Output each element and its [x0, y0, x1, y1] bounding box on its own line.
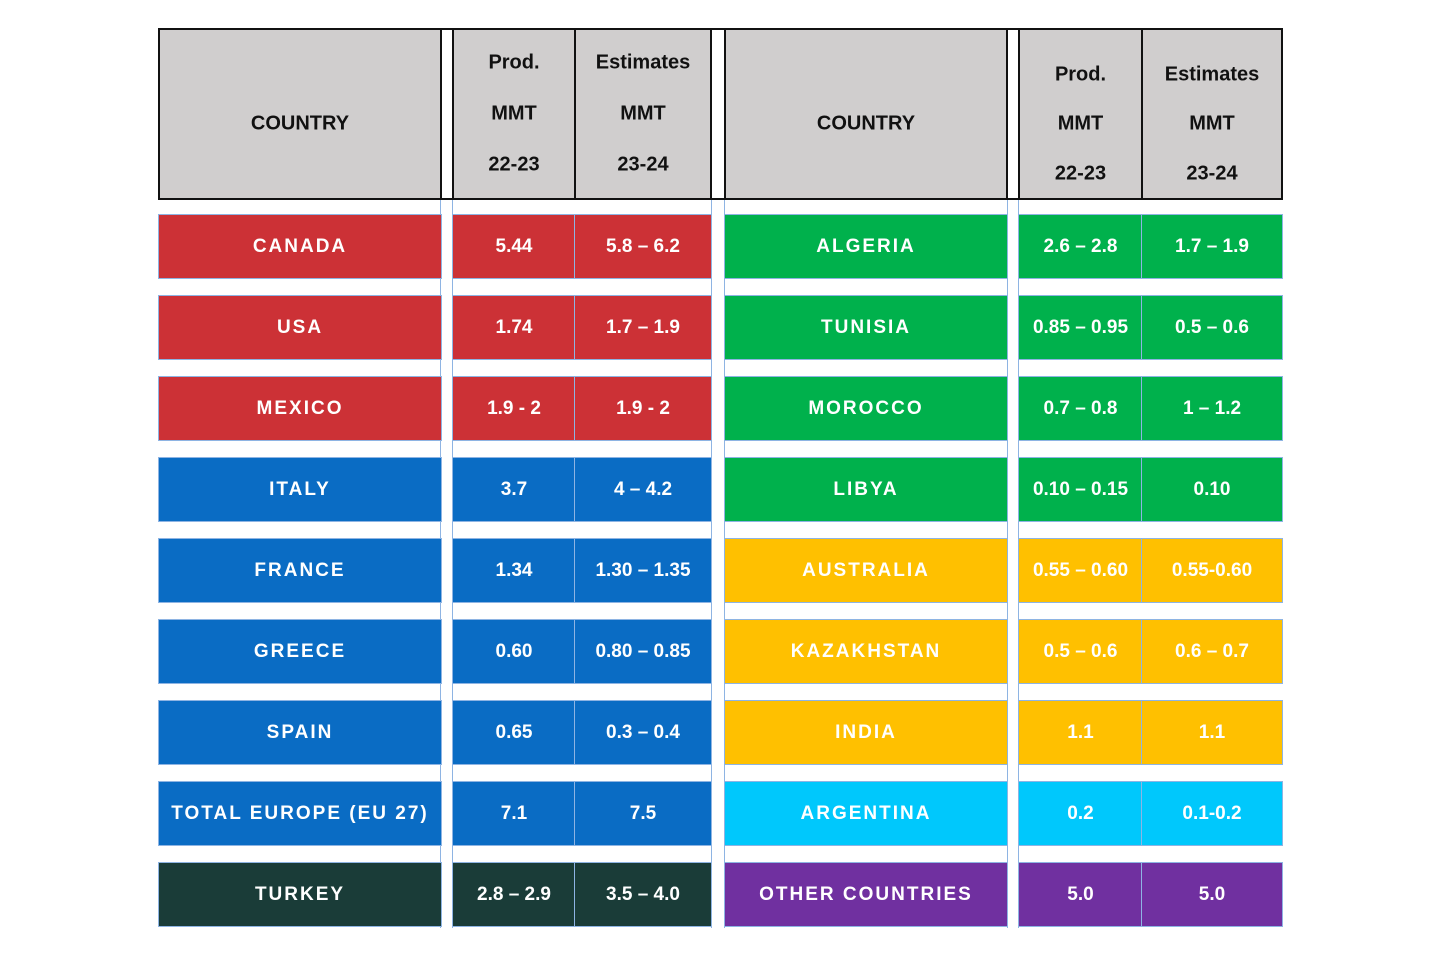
value-cell: 3.7: [452, 457, 576, 522]
value-cell: 0.55 – 0.60: [1018, 538, 1143, 603]
value-cell: 0.85 – 0.95: [1018, 295, 1143, 360]
value-cell: 1.1: [1141, 700, 1283, 765]
country-cell: USA: [158, 295, 442, 360]
value-cell: 0.5 – 0.6: [1141, 295, 1283, 360]
country-cell: ITALY: [158, 457, 442, 522]
value-cell: 1.9 - 2: [574, 376, 712, 441]
country-cell: GREECE: [158, 619, 442, 684]
country-cell: MEXICO: [158, 376, 442, 441]
value-cell: 5.8 – 6.2: [574, 214, 712, 279]
country-cell: LIBYA: [724, 457, 1008, 522]
header-text: COUNTRY: [250, 112, 350, 135]
header-cell: [574, 28, 712, 200]
header-text: 22-23: [488, 153, 540, 176]
header-cell: [724, 28, 1008, 200]
country-cell: OTHER COUNTRIES: [724, 862, 1008, 927]
header-text: COUNTRY: [816, 112, 916, 135]
header-text: MMT: [1057, 112, 1104, 135]
value-cell: 0.1-0.2: [1141, 781, 1283, 846]
value-cell: 2.6 – 2.8: [1018, 214, 1143, 279]
value-cell: 3.5 – 4.0: [574, 862, 712, 927]
country-cell: KAZAKHSTAN: [724, 619, 1008, 684]
header-cell: [1018, 28, 1143, 200]
value-cell: 1.74: [452, 295, 576, 360]
country-cell: CANADA: [158, 214, 442, 279]
value-cell: 5.0: [1141, 862, 1283, 927]
value-cell: 0.2: [1018, 781, 1143, 846]
value-cell: 7.5: [574, 781, 712, 846]
header-cell: [158, 28, 442, 200]
country-cell: AUSTRALIA: [724, 538, 1008, 603]
value-cell: 7.1: [452, 781, 576, 846]
value-cell: 0.6 – 0.7: [1141, 619, 1283, 684]
value-cell: 1 – 1.2: [1141, 376, 1283, 441]
country-cell: SPAIN: [158, 700, 442, 765]
value-cell: 0.65: [452, 700, 576, 765]
header-text: Estimates: [1164, 63, 1260, 86]
value-cell: 0.3 – 0.4: [574, 700, 712, 765]
value-cell: 1.30 – 1.35: [574, 538, 712, 603]
value-cell: 0.10 – 0.15: [1018, 457, 1143, 522]
value-cell: 5.0: [1018, 862, 1143, 927]
value-cell: 0.55-0.60: [1141, 538, 1283, 603]
header-text: 23-24: [617, 153, 669, 176]
country-cell: FRANCE: [158, 538, 442, 603]
value-cell: 0.7 – 0.8: [1018, 376, 1143, 441]
value-cell: 1.1: [1018, 700, 1143, 765]
header-text: 22-23: [1054, 162, 1107, 185]
header-cell: [1141, 28, 1283, 200]
country-cell: TUNISIA: [724, 295, 1008, 360]
value-cell: 0.80 – 0.85: [574, 619, 712, 684]
value-cell: 1.34: [452, 538, 576, 603]
header-text: MMT: [620, 102, 666, 125]
country-cell: INDIA: [724, 700, 1008, 765]
country-cell: ARGENTINA: [724, 781, 1008, 846]
country-cell: MOROCCO: [724, 376, 1008, 441]
header-text: 23-24: [1186, 162, 1238, 185]
country-cell: ALGERIA: [724, 214, 1008, 279]
value-cell: 5.44: [452, 214, 576, 279]
header-cell: [452, 28, 576, 200]
value-cell: 0.5 – 0.6: [1018, 619, 1143, 684]
header-text: MMT: [491, 102, 537, 125]
header-text: Estimates: [595, 51, 691, 74]
header-text: MMT: [1189, 112, 1235, 135]
header-text: Prod.: [1054, 63, 1107, 86]
value-cell: 0.60: [452, 619, 576, 684]
country-cell: TOTAL EUROPE (EU 27): [158, 781, 442, 846]
value-cell: 1.9 - 2: [452, 376, 576, 441]
header-text: Prod.: [488, 51, 540, 74]
value-cell: 1.7 – 1.9: [1141, 214, 1283, 279]
country-cell: TURKEY: [158, 862, 442, 927]
value-cell: 2.8 – 2.9: [452, 862, 576, 927]
value-cell: 1.7 – 1.9: [574, 295, 712, 360]
value-cell: 0.10: [1141, 457, 1283, 522]
value-cell: 4 – 4.2: [574, 457, 712, 522]
